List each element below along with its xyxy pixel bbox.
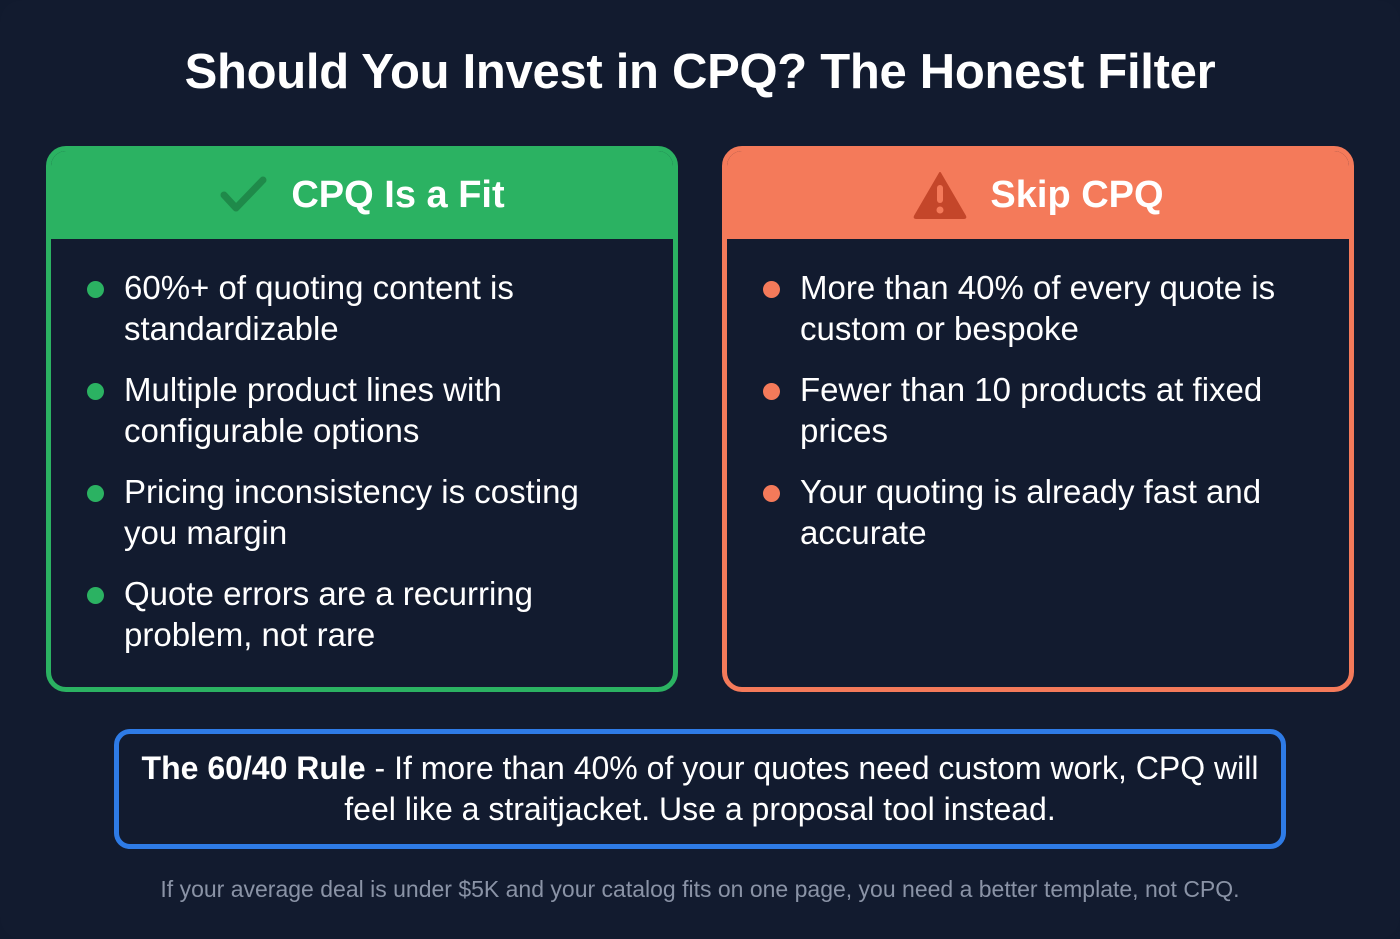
rule-separator: - — [365, 750, 395, 786]
fit-card-list: 60%+ of quoting content is standardizabl… — [51, 239, 673, 655]
skip-list-item: Your quoting is already fast and accurat… — [763, 471, 1313, 553]
skip-card: Skip CPQ More than 40% of every quote is… — [722, 146, 1354, 692]
skip-item-text: Fewer than 10 products at fixed prices — [800, 371, 1263, 449]
bullet-dot-icon — [87, 383, 104, 400]
fit-list-item: Multiple product lines with configurable… — [87, 369, 637, 451]
skip-card-list: More than 40% of every quote is custom o… — [727, 239, 1349, 553]
bullet-dot-icon — [763, 383, 780, 400]
rule-callout-text: The 60/40 Rule - If more than 40% of you… — [139, 748, 1261, 830]
fit-card: CPQ Is a Fit 60%+ of quoting content is … — [46, 146, 678, 692]
skip-list-item: Fewer than 10 products at fixed prices — [763, 369, 1313, 451]
skip-item-text: Your quoting is already fast and accurat… — [800, 473, 1262, 551]
fit-item-text: Multiple product lines with configurable… — [124, 371, 502, 449]
bullet-dot-icon — [763, 485, 780, 502]
rule-text: If more than 40% of your quotes need cus… — [344, 750, 1259, 827]
warning-triangle-icon — [912, 170, 968, 220]
fit-list-item: Quote errors are a recurring problem, no… — [87, 573, 637, 655]
fit-list-item: 60%+ of quoting content is standardizabl… — [87, 267, 637, 349]
fit-card-heading: CPQ Is a Fit — [291, 173, 505, 216]
rule-label: The 60/40 Rule — [141, 750, 366, 786]
skip-item-text: More than 40% of every quote is custom o… — [800, 269, 1276, 347]
fit-item-text: Quote errors are a recurring problem, no… — [124, 575, 534, 653]
skip-card-header: Skip CPQ — [727, 151, 1349, 239]
fit-list-item: Pricing inconsistency is costing you mar… — [87, 471, 637, 553]
bullet-dot-icon — [87, 587, 104, 604]
skip-card-heading: Skip CPQ — [990, 173, 1164, 216]
fit-item-text: 60%+ of quoting content is standardizabl… — [124, 269, 514, 347]
fit-card-header: CPQ Is a Fit — [51, 151, 673, 239]
bullet-dot-icon — [763, 281, 780, 298]
skip-list-item: More than 40% of every quote is custom o… — [763, 267, 1313, 349]
page-title: Should You Invest in CPQ? The Honest Fil… — [184, 45, 1216, 99]
checkmark-icon — [219, 175, 269, 215]
bullet-dot-icon — [87, 485, 104, 502]
footnote: If your average deal is under $5K and yo… — [160, 876, 1240, 902]
fit-item-text: Pricing inconsistency is costing you mar… — [124, 473, 579, 551]
rule-callout: The 60/40 Rule - If more than 40% of you… — [114, 729, 1286, 849]
bullet-dot-icon — [87, 281, 104, 298]
